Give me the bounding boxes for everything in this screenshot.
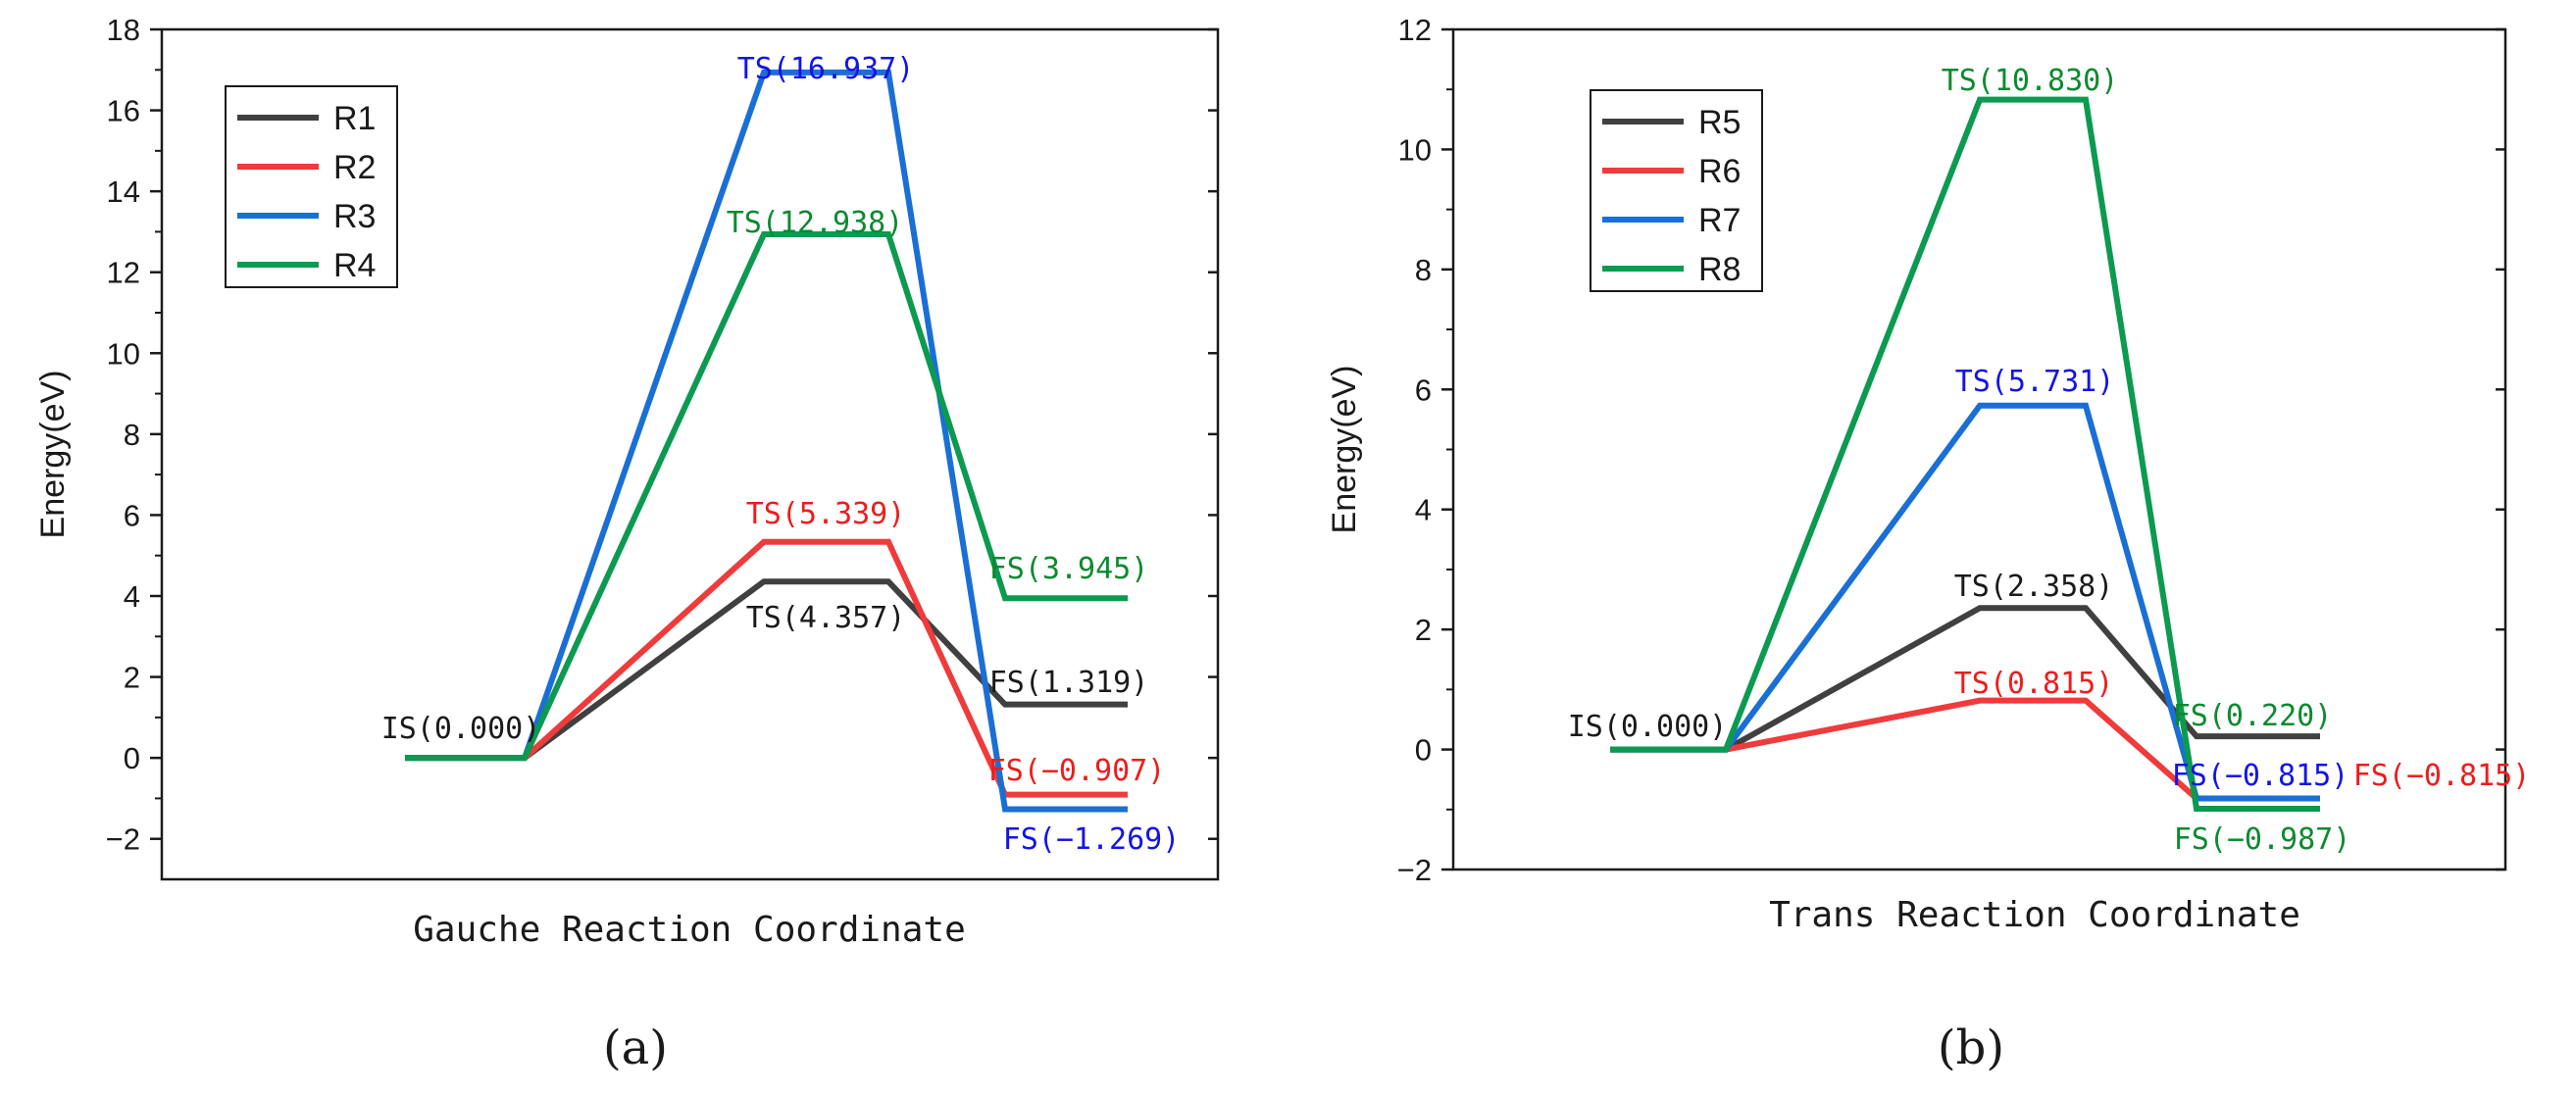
legend: R5 R6 R7 R8 bbox=[1590, 89, 1763, 292]
data-annotation: TS(2.358) bbox=[1954, 570, 2114, 604]
legend-label: R7 bbox=[1698, 202, 1741, 239]
y-tick-label: 6 bbox=[124, 498, 140, 532]
y-tick-label: 8 bbox=[124, 418, 140, 452]
y-tick-label: −2 bbox=[106, 822, 140, 857]
data-annotation: FS(3.945) bbox=[989, 552, 1149, 586]
x-axis-label: Trans Reaction Coordinate bbox=[1769, 895, 2300, 935]
legend-label: R8 bbox=[1698, 251, 1741, 288]
legend-label: R6 bbox=[1698, 153, 1741, 190]
y-tick-label: 4 bbox=[124, 579, 140, 614]
legend-label: R5 bbox=[1698, 104, 1741, 141]
y-tick-label: 10 bbox=[107, 336, 140, 371]
y-tick-label: 10 bbox=[1398, 132, 1432, 167]
y-axis-label: Energy(eV) bbox=[1326, 366, 1363, 534]
data-annotation: FS(−0.815) bbox=[2172, 759, 2349, 793]
y-tick-label: 8 bbox=[1415, 253, 1432, 287]
y-tick-label: 12 bbox=[1398, 13, 1432, 47]
data-annotation: FS(−1.269) bbox=[1003, 822, 1181, 857]
y-tick-label: 4 bbox=[1415, 493, 1432, 527]
y-tick-label: −2 bbox=[1397, 853, 1432, 887]
data-annotation: TS(4.357) bbox=[746, 601, 906, 635]
data-annotation: FS(−0.907) bbox=[988, 754, 1166, 788]
series-line-r8 bbox=[1610, 96, 2320, 812]
data-annotation: FS(−0.987) bbox=[2174, 822, 2351, 857]
y-tick-label: 6 bbox=[1415, 373, 1432, 407]
data-annotation: FS(1.319) bbox=[989, 666, 1149, 700]
y-axis-label: Energy(eV) bbox=[34, 371, 72, 539]
data-annotation: TS(5.731) bbox=[1955, 365, 2115, 399]
data-annotation: TS(10.830) bbox=[1942, 64, 2119, 98]
panel-label: (a) bbox=[603, 1020, 668, 1075]
legend-label: R4 bbox=[333, 247, 376, 284]
legend-label: R1 bbox=[333, 100, 376, 137]
y-tick-label: 2 bbox=[1415, 613, 1432, 647]
data-annotation: IS(0.000) bbox=[381, 712, 541, 746]
data-annotation: TS(5.339) bbox=[746, 497, 906, 531]
plot-frame bbox=[160, 27, 1220, 881]
panel-label: (b) bbox=[1938, 1020, 2004, 1075]
data-annotation: TS(0.815) bbox=[1954, 667, 2114, 701]
x-axis-label: Gauche Reaction Coordinate bbox=[413, 910, 966, 950]
legend-label: R2 bbox=[333, 149, 376, 186]
y-tick-label: 2 bbox=[124, 661, 140, 695]
y-tick-label: 16 bbox=[107, 94, 140, 128]
chart-panel-a: −2 0 2 4 6 8 10 12 14 16 18 Energy(eV) Gauche Reacti… bbox=[34, 13, 1220, 1075]
legend-label: R3 bbox=[333, 198, 376, 235]
chart-panel-b: −2 0 2 4 6 8 10 12 Energy(eV) Trans Reaction Coor… bbox=[1326, 13, 2530, 1075]
series-line-r4 bbox=[405, 230, 1128, 762]
data-annotation: FS(−0.815) bbox=[2353, 759, 2531, 793]
y-tick-label: 0 bbox=[124, 741, 140, 775]
data-annotation: IS(0.000) bbox=[1568, 710, 1728, 744]
y-tick-label: 0 bbox=[1415, 733, 1432, 768]
y-tick-label: 14 bbox=[107, 174, 140, 209]
data-annotation: FS(0.220) bbox=[2173, 699, 2333, 733]
data-annotation: TS(12.938) bbox=[727, 206, 904, 240]
y-tick-label: 18 bbox=[107, 13, 140, 47]
data-annotation: TS(16.937) bbox=[737, 52, 915, 86]
y-tick-label: 12 bbox=[107, 256, 140, 290]
legend: R1 R2 R3 R4 bbox=[225, 85, 398, 288]
